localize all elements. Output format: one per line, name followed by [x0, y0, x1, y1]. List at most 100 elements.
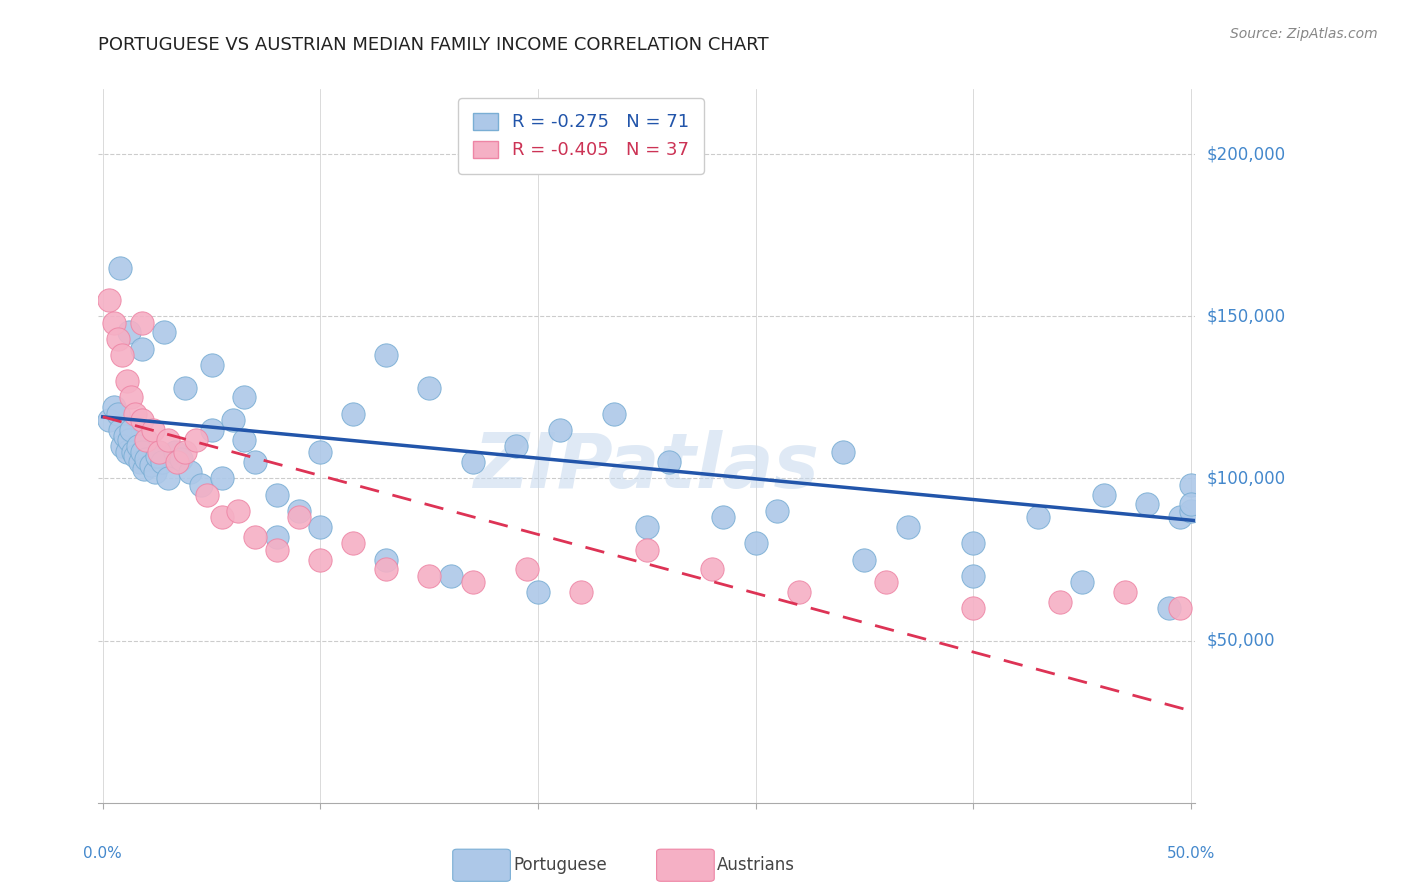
Point [309, 552, 332, 566]
Text: 50.0%: 50.0% [1167, 846, 1215, 861]
Point [1157, 601, 1180, 615]
Point [122, 445, 145, 459]
Point [118, 433, 141, 447]
Point [374, 348, 396, 362]
Point [287, 504, 309, 518]
Point [440, 568, 463, 582]
Point [342, 407, 364, 421]
Point [744, 536, 766, 550]
Point [118, 326, 141, 340]
Point [374, 552, 396, 566]
Point [657, 455, 679, 469]
Point [131, 445, 153, 459]
Point [571, 585, 593, 599]
Point [309, 445, 332, 459]
Point [287, 510, 309, 524]
Point [200, 358, 222, 372]
Point [131, 413, 153, 427]
Point [111, 439, 134, 453]
Point [636, 520, 658, 534]
Point [98, 293, 121, 307]
Point [174, 381, 197, 395]
Point [233, 433, 256, 447]
Point [962, 568, 984, 582]
Point [461, 575, 484, 590]
Point [505, 439, 527, 453]
Point [527, 585, 550, 599]
Point [766, 504, 789, 518]
Point [875, 575, 897, 590]
Point [374, 562, 396, 576]
Text: Source: ZipAtlas.com: Source: ZipAtlas.com [1230, 27, 1378, 41]
Point [1092, 488, 1115, 502]
Point [135, 452, 157, 467]
Point [174, 445, 197, 459]
Point [111, 348, 134, 362]
Point [135, 433, 157, 447]
Point [124, 407, 146, 421]
Point [603, 407, 626, 421]
Point [195, 488, 218, 502]
Point [98, 413, 121, 427]
Point [128, 455, 150, 469]
Point [1180, 504, 1202, 518]
Point [211, 471, 233, 485]
Text: $200,000: $200,000 [1206, 145, 1285, 163]
Text: Portuguese: Portuguese [513, 856, 607, 874]
Text: ZIPatlas: ZIPatlas [474, 431, 820, 504]
Text: $50,000: $50,000 [1206, 632, 1275, 649]
Point [1168, 601, 1191, 615]
Point [120, 423, 142, 437]
Point [166, 455, 188, 469]
Point [266, 488, 288, 502]
Point [152, 326, 174, 340]
Point [115, 445, 138, 459]
Text: 0.0%: 0.0% [83, 846, 122, 861]
Point [1028, 510, 1050, 524]
Point [636, 542, 658, 557]
Point [179, 465, 201, 479]
Text: Austrians: Austrians [717, 856, 794, 874]
Point [243, 530, 266, 544]
Point [548, 423, 571, 437]
Point [107, 407, 129, 421]
Point [1071, 575, 1094, 590]
Point [962, 536, 984, 550]
Point [146, 449, 169, 463]
Point [127, 439, 149, 453]
Text: PORTUGUESE VS AUSTRIAN MEDIAN FAMILY INCOME CORRELATION CHART: PORTUGUESE VS AUSTRIAN MEDIAN FAMILY INC… [98, 36, 769, 54]
Point [787, 585, 810, 599]
Point [711, 510, 734, 524]
Point [190, 478, 212, 492]
Point [157, 471, 180, 485]
Point [516, 562, 538, 576]
Point [233, 390, 256, 404]
Point [266, 542, 288, 557]
Point [962, 601, 984, 615]
Point [143, 465, 166, 479]
Point [108, 260, 131, 275]
Point [831, 445, 853, 459]
Point [163, 445, 186, 459]
Point [342, 536, 364, 550]
Point [186, 433, 208, 447]
Point [200, 423, 222, 437]
Point [1049, 595, 1071, 609]
Point [897, 520, 920, 534]
Point [853, 552, 876, 566]
Point [418, 568, 440, 582]
Point [461, 455, 484, 469]
Point [157, 433, 180, 447]
Point [1180, 478, 1202, 492]
Point [142, 423, 165, 437]
Point [700, 562, 723, 576]
Point [1180, 497, 1202, 511]
Point [222, 413, 245, 427]
Point [1114, 585, 1136, 599]
Point [266, 530, 288, 544]
Legend: R = -0.275   N = 71, R = -0.405   N = 37: R = -0.275 N = 71, R = -0.405 N = 37 [458, 98, 704, 174]
Point [131, 342, 153, 356]
Point [107, 332, 129, 346]
Point [131, 316, 153, 330]
Point [170, 452, 193, 467]
